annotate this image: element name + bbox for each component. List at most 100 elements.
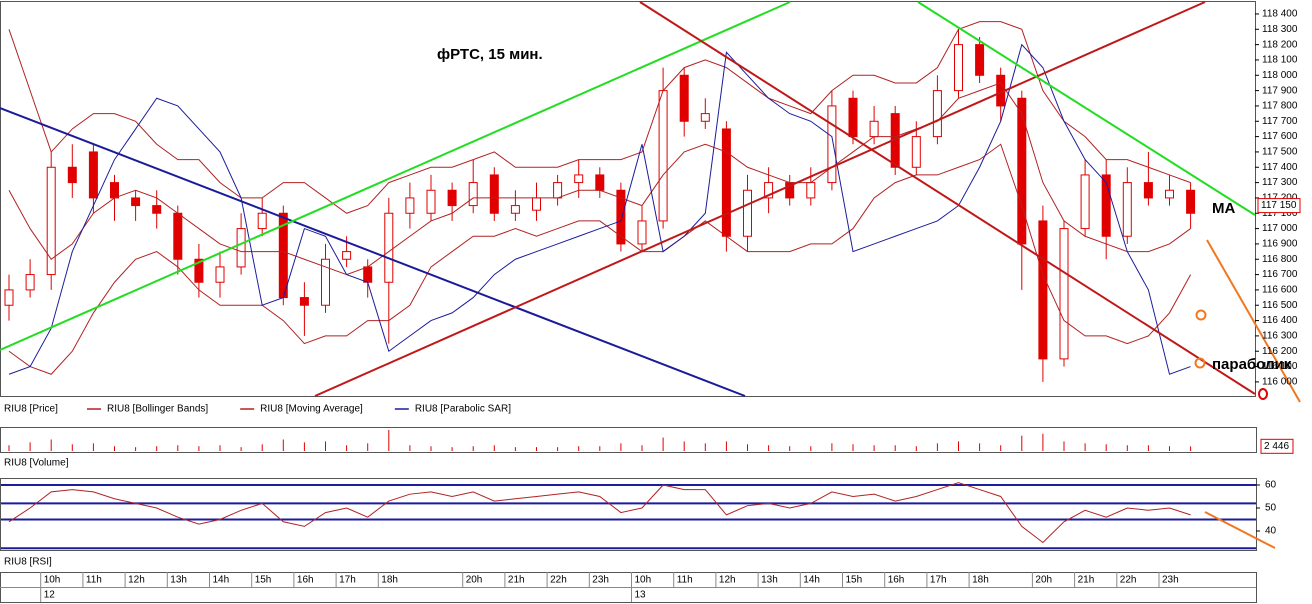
candle-body bbox=[236, 228, 246, 268]
trend-line bbox=[0, 1, 791, 351]
rsi-tick-label: 40 bbox=[1265, 526, 1277, 537]
y-tick-label: 117 400 bbox=[1262, 162, 1298, 173]
candle-body bbox=[721, 128, 731, 237]
candle-body bbox=[869, 120, 879, 138]
legend-label: RIU8 [Bollinger Bands] bbox=[107, 404, 208, 415]
candle-body bbox=[510, 205, 520, 214]
bollinger-upper bbox=[8, 21, 1191, 214]
x-tick-label: 18h bbox=[381, 575, 398, 586]
marker-circle bbox=[1194, 357, 1206, 369]
candle-body bbox=[321, 258, 330, 306]
volume-last-label: 2 446 bbox=[1264, 441, 1289, 452]
x-tick-label: 17h bbox=[339, 575, 356, 586]
trend-line bbox=[0, 107, 746, 397]
x-tick-label: 23h bbox=[1162, 575, 1179, 586]
bollinger-lower bbox=[8, 143, 1192, 375]
y-tick-label: 117 800 bbox=[1262, 101, 1298, 112]
y-tick-label: 116 100 bbox=[1262, 361, 1298, 372]
day-label: 13 bbox=[635, 590, 647, 601]
y-tick-label: 117 900 bbox=[1262, 85, 1298, 96]
candle-body bbox=[131, 197, 141, 207]
candle-body bbox=[806, 182, 816, 199]
candle-body bbox=[911, 136, 921, 168]
candle-body bbox=[110, 182, 119, 199]
y-tick-label: 118 400 bbox=[1262, 9, 1298, 20]
marker-circle bbox=[1258, 388, 1268, 400]
candle-body bbox=[215, 266, 225, 283]
x-tick-label: 12h bbox=[719, 575, 736, 586]
panel-label: RIU8 [RSI] bbox=[4, 557, 52, 568]
x-tick-label: 10h bbox=[635, 575, 652, 586]
candle-body bbox=[1038, 220, 1048, 360]
volume-panel bbox=[0, 427, 1257, 453]
trend-line bbox=[314, 1, 1206, 397]
rsi-tick-label: 50 bbox=[1265, 503, 1277, 514]
x-tick-label: 16h bbox=[888, 575, 905, 586]
last-price-label: 117 150 bbox=[1261, 200, 1297, 211]
candle-body bbox=[426, 189, 436, 214]
marks bbox=[1, 21, 1256, 550]
candle-body bbox=[658, 90, 668, 222]
y-tick-label: 116 200 bbox=[1262, 346, 1298, 357]
x-tick-label: 13h bbox=[761, 575, 778, 586]
y-tick-label: 116 300 bbox=[1262, 331, 1298, 342]
candle-body bbox=[848, 97, 858, 138]
candle-body bbox=[384, 212, 394, 283]
candle-body bbox=[363, 266, 373, 283]
candle-body bbox=[1017, 97, 1027, 245]
candle-body bbox=[1080, 174, 1090, 230]
x-tick-label: 16h bbox=[297, 575, 314, 586]
y-tick-label: 118 300 bbox=[1262, 24, 1298, 35]
candle-body bbox=[1122, 182, 1132, 237]
x-tick-label: 20h bbox=[466, 575, 483, 586]
y-tick-label: 117 100 bbox=[1262, 208, 1298, 219]
candle-body bbox=[679, 74, 689, 122]
y-tick-label: 116 000 bbox=[1262, 377, 1298, 388]
candle-body bbox=[468, 182, 478, 207]
x-tick-label: 23h bbox=[592, 575, 609, 586]
candle-body bbox=[1101, 174, 1111, 237]
x-tick-label: 21h bbox=[1078, 575, 1095, 586]
candle-body bbox=[764, 182, 774, 199]
y-tick-label: 117 300 bbox=[1262, 177, 1298, 188]
candle-body bbox=[25, 274, 35, 291]
price-panel bbox=[0, 1, 1256, 397]
y-tick-label: 117 000 bbox=[1262, 223, 1298, 234]
candle-body bbox=[595, 174, 605, 191]
marker-circle bbox=[1195, 309, 1207, 321]
x-tick-label: 18h bbox=[972, 575, 989, 586]
last-price-box bbox=[1257, 198, 1301, 214]
candle-body bbox=[700, 113, 710, 122]
y-tick-label: 118 200 bbox=[1262, 39, 1298, 50]
candle-body bbox=[532, 197, 541, 211]
y-tick-label: 116 800 bbox=[1262, 254, 1298, 265]
candle-body bbox=[743, 189, 752, 237]
candle-body bbox=[257, 212, 267, 230]
y-tick-label: 117 200 bbox=[1262, 193, 1298, 204]
candle-body bbox=[1059, 228, 1069, 360]
x-tick-label: 14h bbox=[213, 575, 230, 586]
y-tick-label: 116 400 bbox=[1262, 315, 1298, 326]
candle-body bbox=[637, 220, 647, 245]
candle-body bbox=[4, 289, 14, 306]
candle-body bbox=[1143, 182, 1153, 199]
candle-body bbox=[405, 197, 415, 214]
x-tick-label: 10h bbox=[44, 575, 61, 586]
candle-body bbox=[827, 105, 837, 184]
chart-title: фРТС, 15 мин. bbox=[437, 46, 543, 63]
candle-body bbox=[954, 44, 963, 92]
candle-body bbox=[152, 205, 162, 214]
y-tick-label: 116 500 bbox=[1262, 300, 1298, 311]
y-tick-label: 116 900 bbox=[1262, 239, 1298, 250]
x-tick-label: 22h bbox=[1120, 575, 1137, 586]
candle-body bbox=[489, 174, 499, 214]
volume-last-box bbox=[1260, 438, 1294, 454]
annotation: параболик bbox=[1212, 356, 1292, 373]
candle-body bbox=[299, 297, 309, 306]
moving-average bbox=[8, 82, 1191, 276]
legend-label: RIU8 [Moving Average] bbox=[260, 404, 363, 415]
x-tick-label: 21h bbox=[508, 575, 525, 586]
x-tick-label: 22h bbox=[550, 575, 567, 586]
parabolic-sar bbox=[8, 43, 1191, 375]
